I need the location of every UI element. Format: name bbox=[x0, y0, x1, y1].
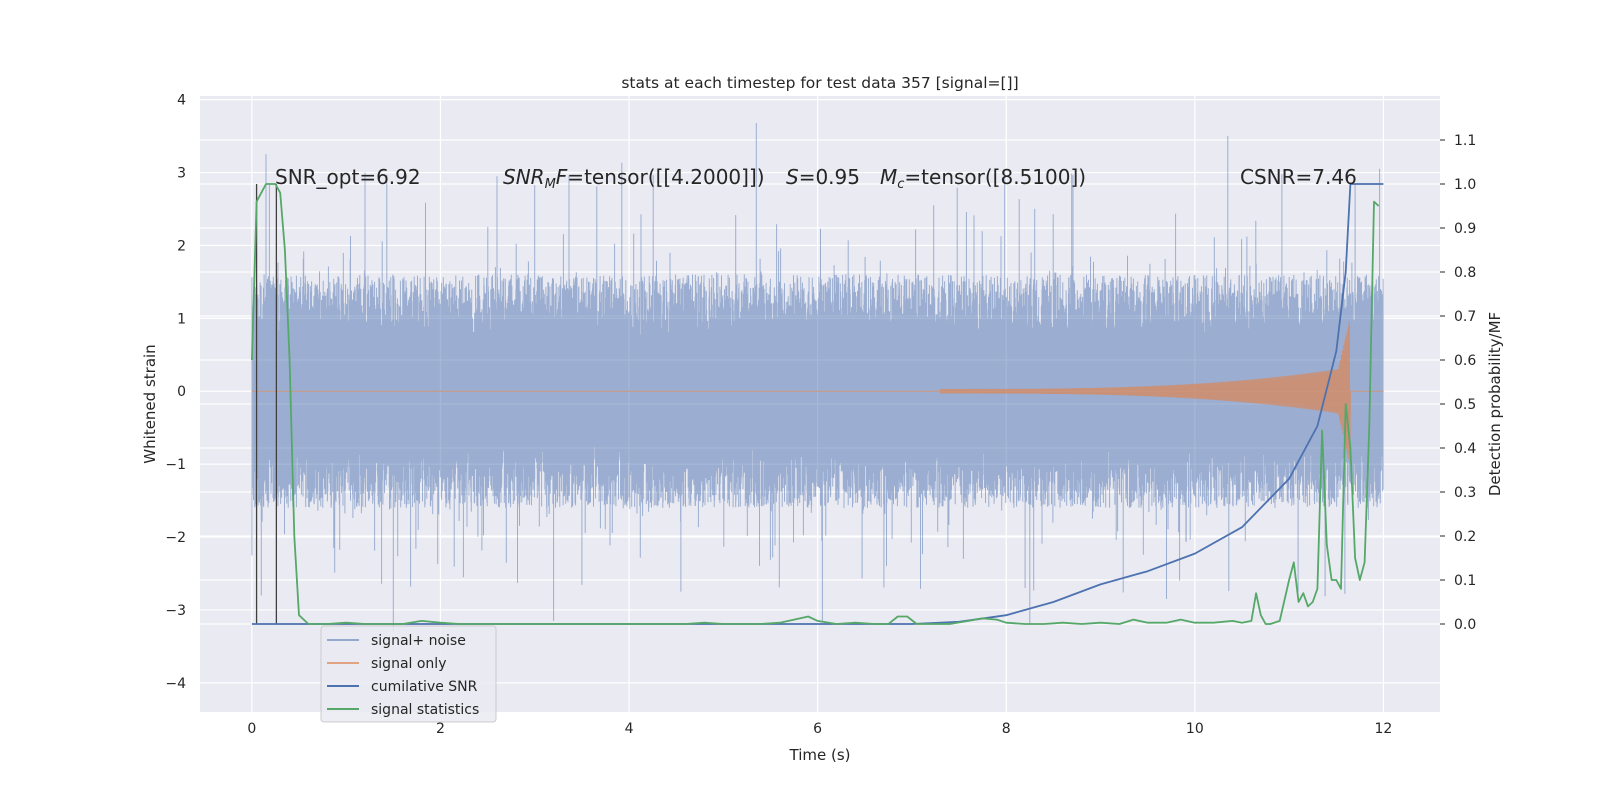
y2-tick-label: 0.3 bbox=[1454, 485, 1476, 501]
x-tick-label: 4 bbox=[625, 721, 634, 737]
x-tick-label: 2 bbox=[436, 721, 445, 737]
legend-label-signal-statistics: signal statistics bbox=[371, 702, 479, 718]
annotation-csnr: CSNR=7.46 bbox=[1240, 165, 1357, 189]
annotation-mc: Mc=tensor([8.5100]) bbox=[880, 165, 1086, 192]
y2-tick-label: 0.0 bbox=[1454, 617, 1476, 633]
y2-tick-label: 0.5 bbox=[1454, 397, 1476, 413]
y-tick-label: 4 bbox=[177, 93, 186, 109]
annotation-s-value: S=0.95 bbox=[786, 165, 860, 189]
y-axis-label: Whitened strain bbox=[141, 344, 159, 463]
y2-tick-label: 0.4 bbox=[1454, 441, 1476, 457]
y2-tick-label: 0.1 bbox=[1454, 573, 1476, 589]
y-tick-label: 0 bbox=[177, 384, 186, 400]
annotation-snr-mf: SNRMF=tensor([[4.2000]]) bbox=[503, 165, 765, 192]
legend-box bbox=[320, 625, 497, 723]
y-tick-label: 1 bbox=[177, 311, 186, 327]
chart-title: stats at each timestep for test data 357… bbox=[621, 74, 1018, 92]
tick-labels: 0 2 4 6 8 10 12−4−3−2−1012340.00.10.20.30.40.5… bbox=[165, 93, 1476, 737]
y-tick-label: −1 bbox=[165, 457, 186, 473]
legend-label-signal-noise: signal+ noise bbox=[371, 633, 466, 649]
x-tick-label: 0 bbox=[247, 721, 256, 737]
x-axis-label: Time (s) bbox=[789, 746, 851, 764]
y-tick-label: −3 bbox=[165, 603, 186, 619]
y2-tick-label: 0.8 bbox=[1454, 265, 1476, 281]
y-tick-label: −4 bbox=[165, 676, 186, 692]
y2-tick-label: 0.2 bbox=[1454, 529, 1476, 545]
y2-tick-label: 1.1 bbox=[1454, 133, 1476, 149]
y2-axis-label: Detection probability/MF bbox=[1486, 312, 1504, 496]
y-tick-label: 2 bbox=[177, 238, 186, 254]
y-tick-label: −2 bbox=[165, 530, 186, 546]
legend-label-signal-only: signal only bbox=[371, 656, 446, 672]
x-tick-label: 12 bbox=[1375, 721, 1393, 737]
annotation-snr-opt: SNR_opt=6.92 bbox=[275, 165, 421, 189]
y2-tick-label: 0.7 bbox=[1454, 309, 1476, 325]
data-layer bbox=[251, 123, 1384, 632]
x-tick-label: 8 bbox=[1002, 721, 1011, 737]
y-tick-label: 3 bbox=[177, 166, 186, 182]
y2-tick-label: 0.9 bbox=[1454, 221, 1476, 237]
legend-label-cumulative-snr: cumilative SNR bbox=[371, 679, 478, 695]
y2-tick-label: 0.6 bbox=[1454, 353, 1476, 369]
x-tick-label: 6 bbox=[813, 721, 822, 737]
legend: signal+ noise signal only cumilative SNR… bbox=[320, 625, 497, 723]
series-signal-only bbox=[251, 320, 1384, 464]
y2-tick-label: 1.0 bbox=[1454, 177, 1476, 193]
x-tick-label: 10 bbox=[1186, 721, 1204, 737]
series-signal-statistics bbox=[251, 183, 1380, 625]
